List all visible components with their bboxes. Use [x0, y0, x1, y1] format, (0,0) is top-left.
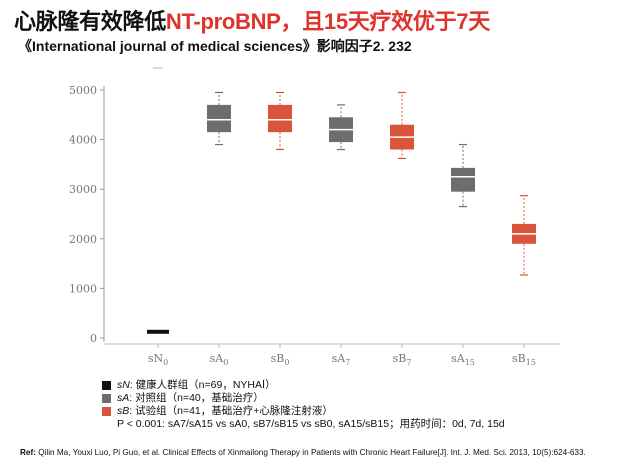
journal-subtitle: 《International journal of medical scienc…: [18, 38, 412, 54]
page-title: 心脉隆有效降低NT-proBNP，且15天疗效优于7天: [14, 4, 490, 36]
x-tick-label: sB0: [271, 352, 290, 367]
box-sB15: [512, 195, 536, 276]
box-rect: [451, 167, 475, 192]
y-tick-label: 1000: [69, 282, 97, 295]
reference-label: Ref:: [20, 448, 36, 457]
y-tick-label: 5000: [69, 84, 97, 97]
box-rect: [268, 104, 292, 133]
legend-desc-sb: : 试验组（n=41，基础治疗+心脉隆注射液）: [129, 405, 333, 417]
box-sN0: [147, 329, 169, 334]
legend-item-sa: sA: 对照组（n=40，基础治疗）: [102, 392, 505, 405]
y-tick-label: 4000: [69, 134, 97, 147]
box-sA15: [451, 143, 475, 208]
x-tick-label: sA15: [451, 352, 475, 367]
box-rect: [207, 104, 231, 133]
chart-boxes: [147, 91, 536, 334]
x-tick-label: sA0: [210, 352, 229, 367]
legend-swatch-sn: [102, 381, 111, 390]
statistics-note: P < 0.001: sA7/sA15 vs sA0, sB7/sB15 vs …: [117, 418, 505, 430]
x-tick-label: sN0: [148, 352, 168, 367]
y-tick-label: 3000: [69, 183, 97, 196]
legend-desc-sa: : 对照组（n=40，基础治疗）: [129, 392, 264, 404]
legend-item-sn: sN: 健康人群组（n=69，NYHAⅠ）: [102, 379, 505, 392]
legend-item-sb: sB: 试验组（n=41，基础治疗+心脉隆注射液）: [102, 405, 505, 418]
box-sB0: [268, 91, 292, 151]
box-sB7: [390, 91, 414, 160]
chart-axes: 0 1000 2000 3000 4000 5000 sN0 sA0 sB0 sA7 sB7 sA15…: [69, 67, 560, 367]
title-highlight: NT-proBNP，且15天疗效优于7天: [165, 9, 490, 34]
box-rect: [147, 329, 169, 334]
y-tick-label: 2000: [69, 233, 97, 246]
legend-desc-sn: : 健康人群组（n=69，NYHAⅠ）: [129, 379, 276, 391]
reference-text: Qilin Ma, Youxi Luo, Pi Guo, et al. Clin…: [35, 448, 586, 457]
legend-label-sn: sN: [117, 379, 130, 391]
x-tick-label: sB7: [393, 352, 412, 367]
title-part1: 心脉隆有效降低: [14, 9, 166, 34]
legend-label-sa: sA: [117, 392, 130, 404]
box-sA0: [207, 91, 231, 146]
box-sA7: [329, 104, 353, 151]
legend: sN: 健康人群组（n=69，NYHAⅠ） sA: 对照组（n=40，基础治疗）…: [102, 379, 505, 431]
x-tick-label: sA7: [332, 352, 351, 367]
legend-label-sb: sB: [117, 405, 130, 417]
x-tick-label: sB15: [512, 352, 536, 367]
legend-swatch-sb: [102, 407, 111, 416]
reference: Ref: Qilin Ma, Youxi Luo, Pi Guo, et al.…: [20, 448, 586, 457]
y-tick-label: 0: [90, 332, 97, 345]
legend-swatch-sa: [102, 394, 111, 403]
